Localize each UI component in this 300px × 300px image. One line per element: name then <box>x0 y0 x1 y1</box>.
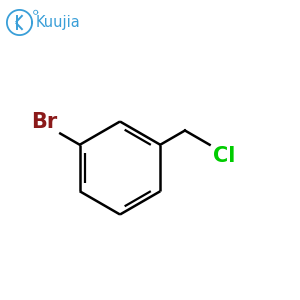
Text: Br: Br <box>32 112 58 132</box>
Text: Kuujia: Kuujia <box>36 15 80 30</box>
Text: Cl: Cl <box>213 146 235 166</box>
